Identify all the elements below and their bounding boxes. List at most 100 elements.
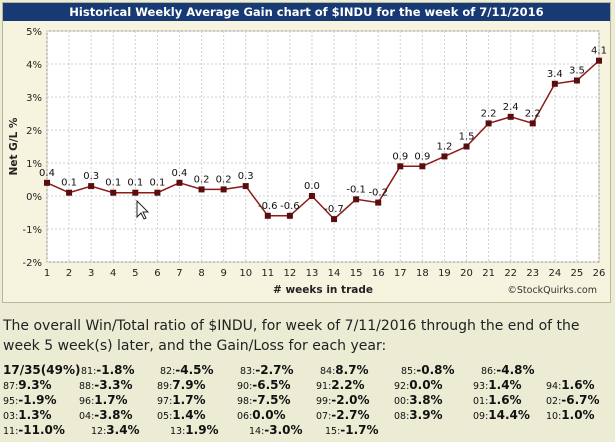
x-tick-label: 10 [239,268,252,279]
x-tick-label: 7 [176,268,182,279]
series-line [46,60,600,221]
year-stat: 81:-1.8% [81,363,135,379]
data-point [308,193,315,199]
year-label: 09: [473,411,489,422]
year-gain: -3.0% [264,423,303,437]
data-label: 0.2 [194,174,210,185]
year-stat: 00:3.8% [394,393,443,409]
year-stat: 97:1.7% [157,393,206,409]
year-gain: -4.5% [175,363,214,377]
x-tick-label: 12 [284,268,297,279]
data-label: 4.1 [591,46,607,57]
data-label: 0.3 [238,171,254,182]
x-tick-label: 14 [328,268,341,279]
year-label: 08: [394,411,410,422]
year-stat: 91:2.2% [316,378,365,394]
year-label: 95: [3,396,19,407]
data-label: 0.2 [216,174,232,185]
data-point [375,199,382,206]
data-point [110,189,117,196]
year-label: 01: [473,396,489,407]
year-stat: 89:7.9% [157,378,206,394]
data-label: 3.4 [547,69,563,80]
year-stat: 98:-7.5% [237,393,291,409]
y-tick-label: -1% [23,225,42,236]
year-gain: -2.7% [331,408,370,422]
x-tick-label: 5 [132,268,138,279]
year-gain: 9.3% [18,378,52,392]
x-tick-label: 24 [548,268,561,279]
year-label: 88: [79,381,95,392]
year-gain: -6.5% [252,378,291,392]
year-stat: 12:3.4% [91,423,140,439]
year-stat: 83:-2.7% [240,363,294,379]
year-label: 03: [3,411,19,422]
year-gain: 1.7% [172,393,206,407]
year-stat: 04:-3.8% [79,408,133,424]
win-total-value: 17/35(49%) [3,363,81,377]
year-label: 87: [3,381,19,392]
x-tick-label: 26 [593,268,606,279]
year-stat: 87:9.3% [3,378,52,394]
year-label: 13: [170,426,186,437]
data-point [154,189,161,196]
data-point [220,186,227,193]
summary-text: The overall Win/Total ratio of $INDU, fo… [3,318,580,354]
data-point [198,186,205,193]
data-point [353,196,360,203]
chart-panel: -2% -1% 0% 1% 2% 3% 4% 5% 1 2 3 4 5 6 7 8 9 10 11 12 13 14 15 1… [2,2,611,303]
year-gain: -1.7% [340,423,379,437]
x-tick-label: 8 [198,268,204,279]
year-gain: -3.8% [94,408,133,422]
year-label: 02: [546,396,562,407]
year-label: 07: [316,411,332,422]
x-tick-label: 15 [350,268,363,279]
data-point [551,80,558,87]
year-gain: 0.0% [252,408,286,422]
data-label: 2.4 [503,102,519,113]
year-gain: 1.4% [488,378,522,392]
watermark-text: ©StockQuirks.com [507,285,597,296]
year-label: 00: [394,396,410,407]
data-point [264,212,271,219]
year-stat: 85:-0.8% [401,363,455,379]
y-tick-label: 2% [26,126,42,137]
data-label: 0.1 [149,178,165,189]
year-gain: 1.7% [94,393,128,407]
year-label: 81: [81,366,97,377]
data-label: -0.6 [258,201,278,212]
year-stat: 07:-2.7% [316,408,370,424]
x-axis-label: # weeks in trade [273,284,373,296]
year-gain: -7.5% [252,393,291,407]
data-point [331,216,338,223]
y-tick-label: 0% [26,192,42,203]
year-label: 97: [157,396,173,407]
data-label: 0.9 [414,151,430,162]
y-axis-label: Net G/L % [8,117,20,175]
plot-area [46,30,600,263]
data-label: -0.2 [368,188,388,199]
year-label: 10: [546,411,562,422]
year-gain: 3.8% [409,393,443,407]
year-gain: 1.3% [18,408,52,422]
year-gain: 1.6% [488,393,522,407]
stats-row: 17/35(49%) 81:-1.8% 82:-4.5% 83:-2.7% 84:8.7… [3,363,615,378]
year-stat: 11:-11.0% [3,423,65,439]
year-gain: -0.8% [416,363,455,377]
year-label: 14: [249,426,265,437]
year-gain: -1.8% [96,363,135,377]
year-label: 82: [160,366,176,377]
data-point [596,57,602,64]
year-label: 91: [316,381,332,392]
year-label: 11: [3,426,19,437]
x-tick-label: 9 [220,268,226,279]
year-label: 83: [240,366,256,377]
y-tick-label: 1% [26,159,42,170]
year-stat: 13:1.9% [170,423,219,439]
year-label: 90: [237,381,253,392]
year-gain: 8.7% [335,363,369,377]
data-label: 0.1 [127,178,143,189]
year-stat: 95:-1.9% [3,393,57,409]
year-stat: 94:1.6% [546,378,595,394]
year-stat: 06:0.0% [237,408,286,424]
